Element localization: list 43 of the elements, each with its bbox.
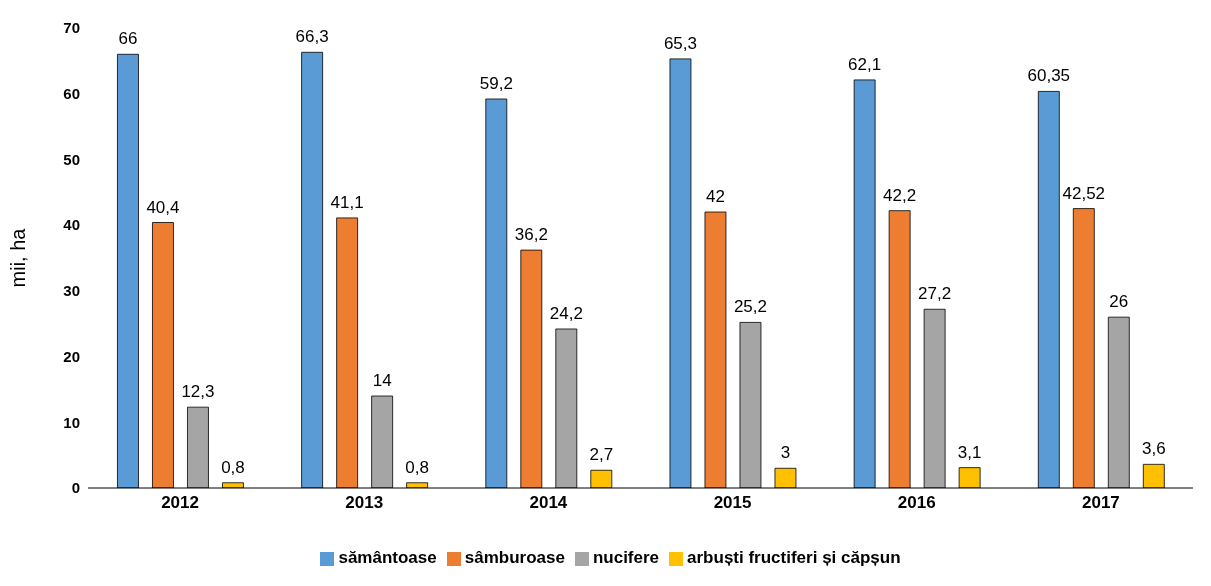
data-label: 41,1 — [330, 192, 364, 212]
data-label: 66,3 — [295, 27, 329, 47]
data-label: 42,2 — [883, 185, 917, 205]
data-label: 3 — [780, 443, 791, 463]
x-tick-label: 2017 — [1082, 493, 1120, 513]
data-label: 26 — [1109, 292, 1129, 312]
data-label: 0,8 — [405, 457, 429, 477]
y-tick-label: 0 — [71, 479, 80, 497]
data-label: 59,2 — [479, 73, 513, 93]
x-tick-label: 2015 — [713, 493, 752, 513]
data-label: 2,7 — [589, 445, 614, 465]
data-label: 3,6 — [1141, 439, 1166, 459]
data-label: 36,2 — [514, 225, 548, 245]
y-tick-label: 70 — [63, 19, 80, 37]
legend-label: sâmburoase — [464, 548, 565, 567]
y-tick-label: 20 — [63, 347, 80, 365]
x-tick-label: 2014 — [529, 493, 568, 513]
x-tick-label: 2016 — [897, 493, 936, 513]
data-label: 3,1 — [957, 442, 982, 462]
legend-label: nucifere — [592, 548, 660, 567]
legend-label: sământoase — [338, 548, 437, 567]
x-tick-label: 2013 — [345, 493, 384, 513]
y-tick-label: 10 — [63, 413, 80, 431]
legend-label: arbuști fructiferi și căpșun — [687, 548, 901, 567]
data-label: 14 — [372, 371, 392, 390]
data-label: 62,1 — [848, 54, 882, 74]
y-axis-title: mii, ha — [7, 227, 30, 288]
data-label: 40,4 — [146, 197, 180, 217]
data-label: 25,2 — [733, 297, 768, 317]
data-label: 0,8 — [221, 457, 245, 477]
data-label: 42,52 — [1062, 183, 1106, 203]
x-tick-label: 2012 — [161, 493, 199, 513]
data-label: 66 — [118, 29, 138, 49]
data-label: 12,3 — [181, 382, 215, 402]
y-tick-label: 50 — [63, 150, 80, 168]
data-label: 27,2 — [918, 284, 952, 304]
y-tick-label: 40 — [63, 216, 80, 234]
data-label: 24,2 — [549, 303, 583, 323]
y-tick-label: 30 — [63, 282, 80, 300]
data-label: 65,3 — [663, 33, 698, 53]
y-tick-label: 60 — [63, 85, 80, 103]
data-label: 60,35 — [1027, 66, 1071, 86]
data-label: 42 — [706, 187, 725, 206]
